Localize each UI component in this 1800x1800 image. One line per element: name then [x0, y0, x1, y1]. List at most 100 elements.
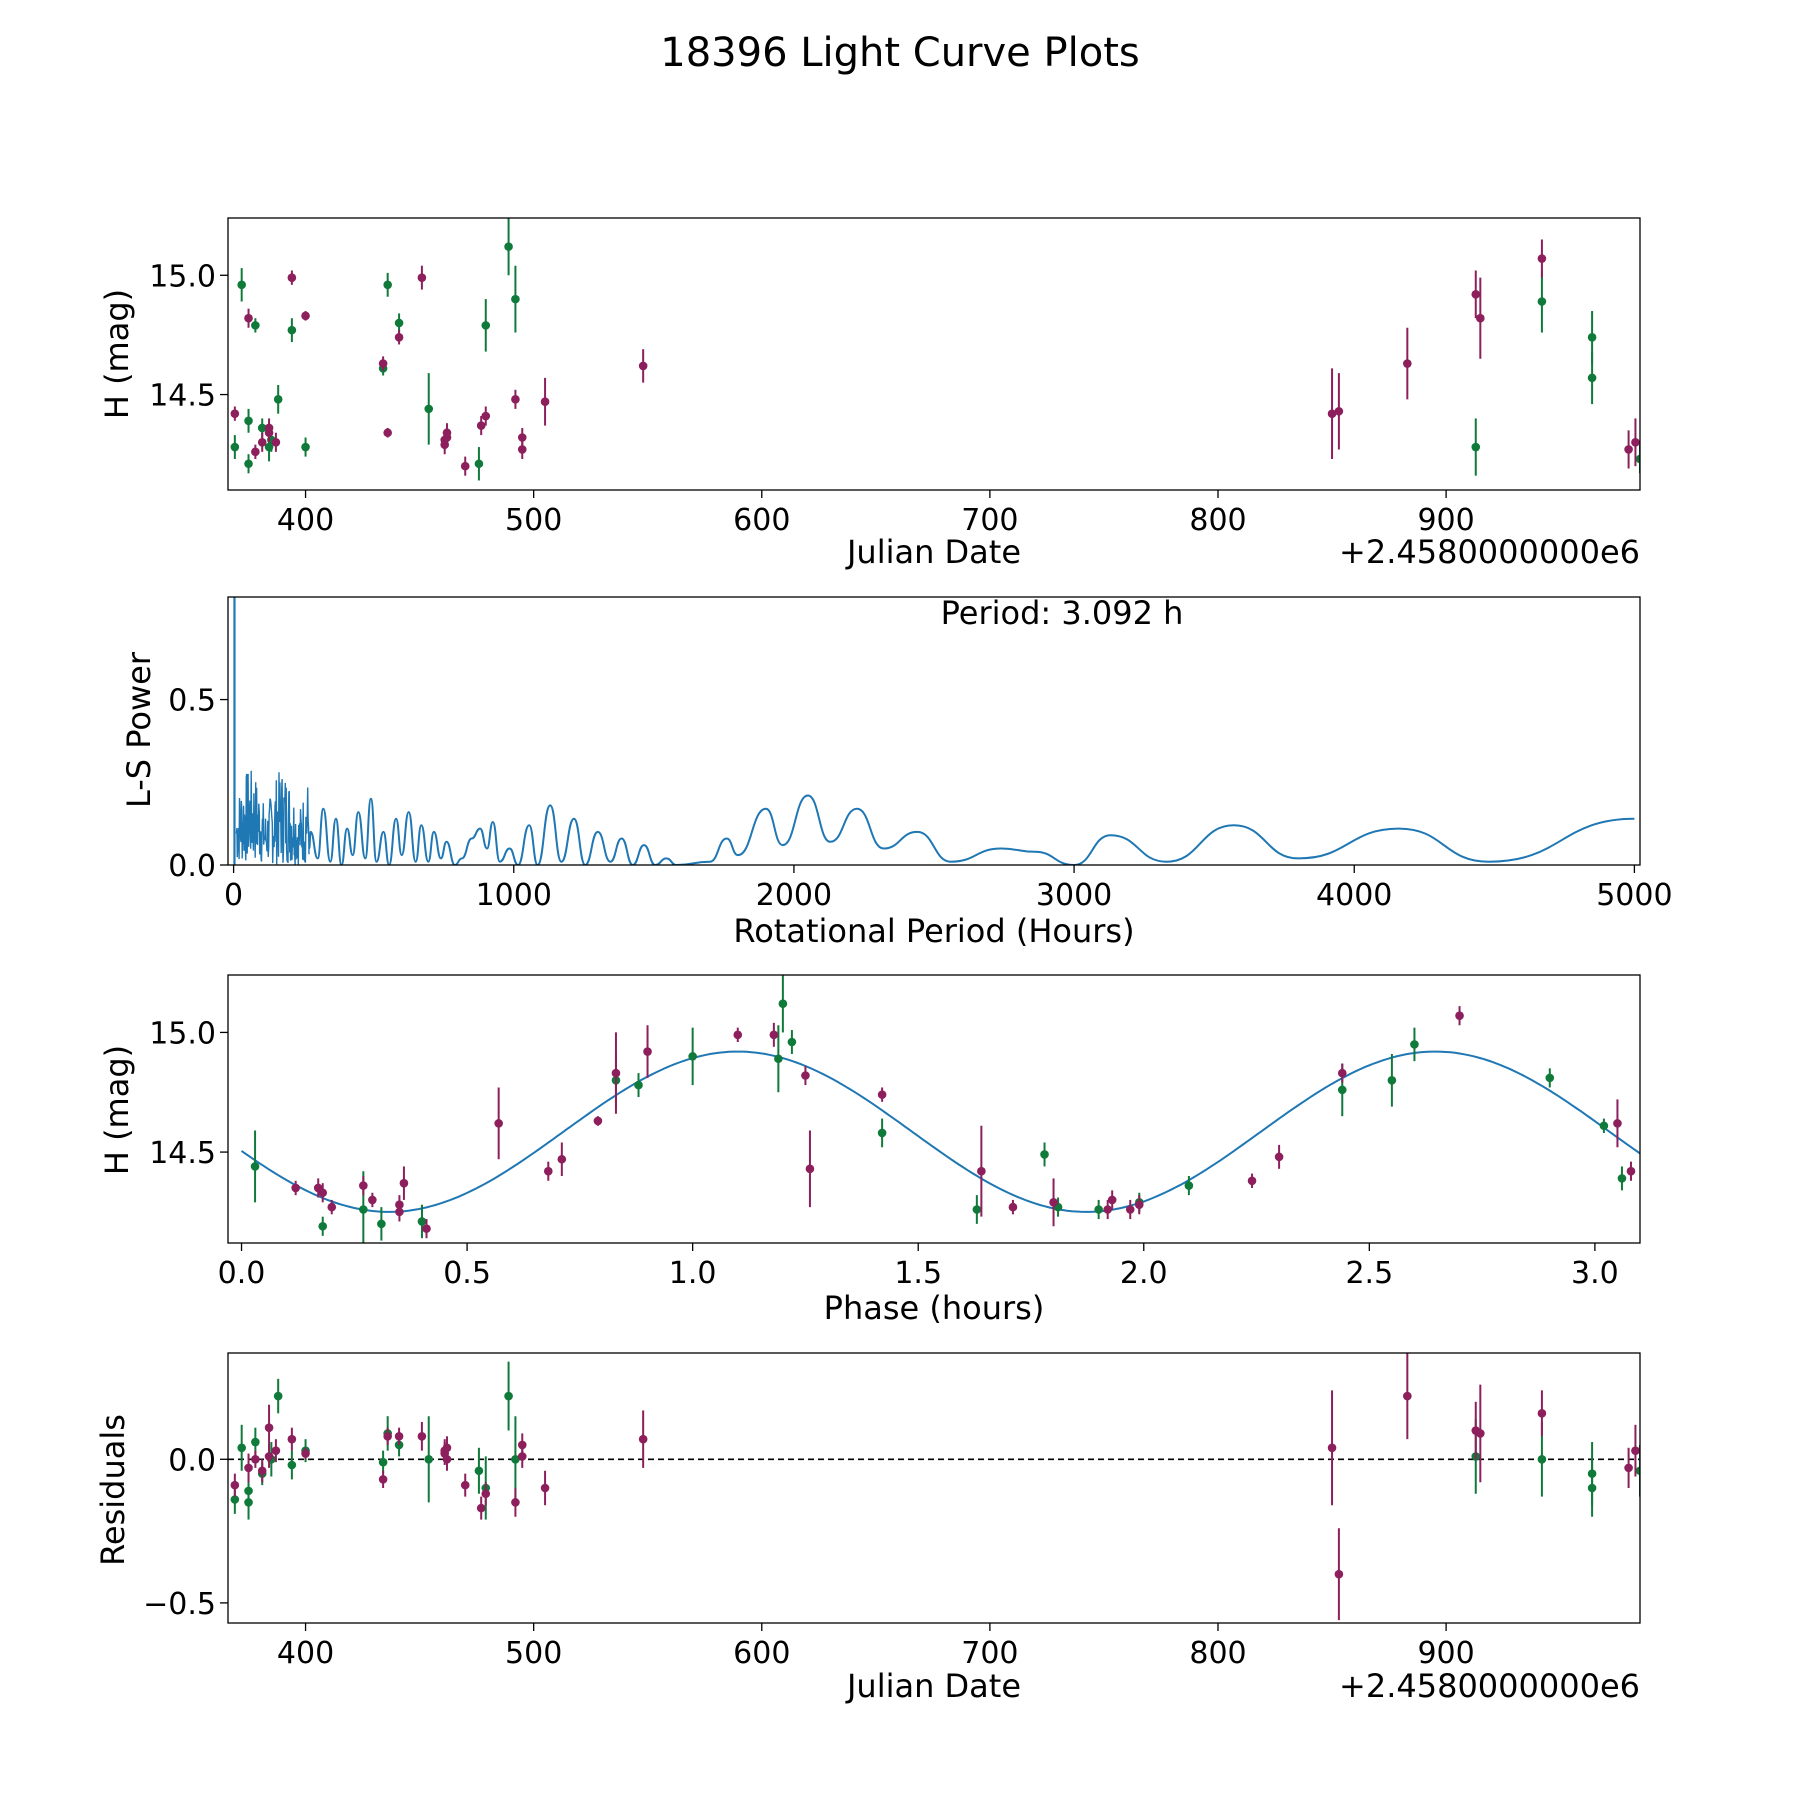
light-curve-frame [227, 217, 1641, 491]
light-curve-y-tick-label: 14.5 [149, 379, 216, 414]
phased-curve-data-point-purple [1626, 1166, 1636, 1176]
residuals-data-point-purple [638, 1434, 648, 1444]
residuals-data-point-green [378, 1457, 388, 1467]
light-curve-data-point-purple [1476, 313, 1485, 323]
light-curve-data-point-purple [287, 273, 297, 282]
phased-curve-data-point-green [1094, 1205, 1103, 1214]
phased-curve-data-point-purple [805, 1164, 815, 1174]
residuals-data-point-purple [251, 1454, 260, 1464]
phased-curve-data-point-green [1337, 1085, 1347, 1095]
light-curve-offset-text: +2.4580000000e6 [1339, 533, 1640, 571]
phased-curve-x-tick-label: 2.0 [1120, 1256, 1168, 1291]
residuals-data-point-purple [264, 1452, 274, 1461]
residuals-data-point-purple [230, 1480, 240, 1490]
phased-curve-data-point-green [972, 1205, 982, 1214]
phased-curve-data-point-green [877, 1128, 887, 1138]
light-curve-data-point-green [394, 318, 404, 328]
light-curve-data-point-purple [460, 461, 470, 471]
residuals-data-point-purple [442, 1443, 452, 1453]
residuals-data-point-green [237, 1443, 246, 1453]
residuals-data-point-purple [378, 1475, 388, 1484]
light-curve-data-point-green [287, 325, 297, 335]
light-curve-y-axis-label: H (mag) [98, 289, 136, 419]
light-curve-x-tick-label: 500 [505, 503, 562, 538]
phased-curve-data-point-purple [1008, 1202, 1018, 1212]
residuals-data-point-purple [244, 1463, 253, 1473]
light-curve-data-point-purple [244, 313, 253, 323]
light-curve-data-point-purple [230, 409, 240, 418]
phased-curve-data-point-purple [494, 1119, 503, 1128]
light-curve-data-point-green [481, 321, 491, 330]
light-curve-plot-area [230, 218, 1640, 481]
phased-curve-data-point-purple [877, 1090, 887, 1099]
light-curve-data-point-purple [257, 437, 267, 447]
phased-curve-data-point-purple [769, 1030, 779, 1040]
phased-curve-data-point-purple [1455, 1011, 1464, 1020]
phased-curve-data-point-purple [801, 1071, 810, 1080]
phased-curve-data-point-purple [1274, 1152, 1284, 1162]
light-curve-data-point-green [273, 395, 283, 404]
phased-curve-data-point-purple [593, 1116, 603, 1126]
light-curve-data-point-green [251, 321, 260, 330]
residuals-axes: 400 500 600 700 800 900 −0.5 0.0 [143, 1443, 1475, 1671]
phased-curve-data-point-green [1617, 1174, 1627, 1183]
residuals-data-point-purple [287, 1434, 297, 1444]
residuals-data-point-purple [460, 1480, 470, 1490]
light-curve-data-point-green [244, 459, 253, 469]
residuals-data-point-green [504, 1391, 513, 1401]
residuals-data-point-purple [301, 1449, 310, 1458]
phased-curve-x-tick-label: 3.0 [1571, 1256, 1619, 1291]
residuals-data-point-purple [1327, 1443, 1337, 1453]
phased-curve-data-point-purple [1103, 1205, 1112, 1214]
phased-curve-data-point-green [1040, 1150, 1049, 1159]
phased-curve-x-tick-label: 0.0 [218, 1256, 266, 1291]
phased-curve-data-point-purple [359, 1181, 368, 1190]
residuals-data-point-purple [476, 1503, 486, 1513]
light-curve-data-point-green [244, 416, 253, 426]
model-fit-curve [240, 1050, 1640, 1213]
light-curve-data-point-green [1537, 297, 1547, 306]
phased-curve-y-tick-label: 14.5 [149, 1136, 216, 1171]
periodogram-x-tick-label: 1000 [476, 878, 552, 913]
phased-curve-frame [227, 974, 1641, 1244]
phased-curve-data-point-purple [368, 1195, 377, 1205]
residuals-x-tick-label: 500 [505, 1636, 562, 1671]
light-curve-data-point-green [257, 423, 267, 433]
phased-curve-data-point-purple [1125, 1205, 1135, 1214]
residuals-data-point-green [287, 1460, 297, 1470]
residuals-data-point-purple [1334, 1569, 1344, 1579]
light-curve-x-tick-label: 600 [733, 503, 790, 538]
light-curve-data-point-purple [540, 397, 550, 407]
phased-curve-data-point-purple [291, 1183, 300, 1193]
residuals-offset-text: +2.4580000000e6 [1339, 1667, 1640, 1705]
light-curve-data-point-purple [1471, 290, 1481, 299]
phased-curve-data-point-purple [977, 1166, 986, 1176]
light-curve-data-point-purple [301, 311, 310, 321]
residuals-data-point-purple [1476, 1429, 1485, 1438]
light-curve-data-point-purple [383, 428, 392, 438]
residuals-data-point-green [244, 1486, 253, 1496]
residuals-data-point-purple [517, 1440, 527, 1450]
residuals-data-point-green [1537, 1454, 1547, 1464]
light-curve-x-tick-label: 700 [961, 503, 1018, 538]
residuals-data-point-purple [1403, 1391, 1412, 1401]
periodogram-x-tick-label: 2000 [756, 878, 832, 913]
light-curve-data-point-purple [1631, 437, 1640, 447]
light-curve-data-point-green [424, 404, 434, 414]
residuals-data-point-green [251, 1437, 260, 1447]
residuals-data-point-purple [394, 1431, 404, 1441]
phased-curve-data-point-purple [1107, 1195, 1117, 1205]
phased-curve-data-point-purple [399, 1178, 409, 1188]
light-curve-data-point-purple [1334, 406, 1344, 416]
light-curve-data-point-purple [638, 361, 648, 371]
residuals-data-point-purple [517, 1452, 527, 1461]
phased-curve-panel: 0.0 0.5 1.0 1.5 2.0 2.5 3.0 14.5 15.0 Phase (hou… [98, 974, 1641, 1327]
phased-curve-data-point-green [359, 1205, 368, 1214]
light-curve-x-axis-label: Julian Date [845, 533, 1021, 571]
phased-curve-data-point-green [787, 1037, 797, 1047]
periodogram-x-tick-label: 3000 [1036, 878, 1112, 913]
residuals-data-point-green [511, 1454, 520, 1464]
periodogram-y-axis-label: L-S Power [120, 651, 158, 808]
